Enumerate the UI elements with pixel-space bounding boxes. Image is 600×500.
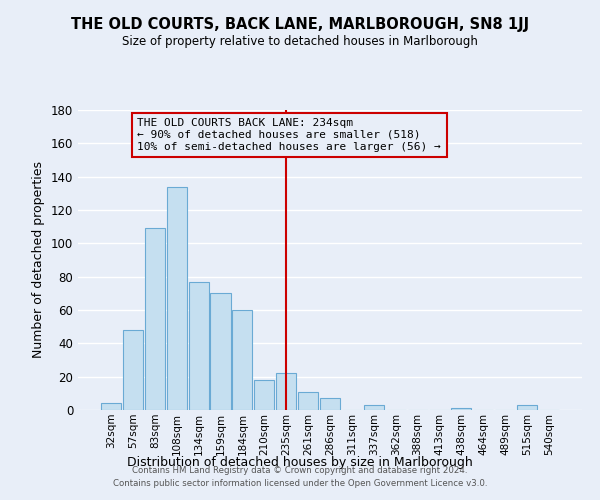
- Text: THE OLD COURTS BACK LANE: 234sqm
← 90% of detached houses are smaller (518)
10% : THE OLD COURTS BACK LANE: 234sqm ← 90% o…: [137, 118, 441, 152]
- Bar: [123, 330, 143, 410]
- Bar: [188, 282, 209, 410]
- Bar: [517, 405, 537, 410]
- Text: Contains HM Land Registry data © Crown copyright and database right 2024.
Contai: Contains HM Land Registry data © Crown c…: [113, 466, 487, 487]
- Bar: [211, 294, 230, 410]
- Bar: [364, 405, 384, 410]
- Text: Size of property relative to detached houses in Marlborough: Size of property relative to detached ho…: [122, 35, 478, 48]
- Bar: [451, 408, 472, 410]
- Bar: [145, 228, 165, 410]
- Text: THE OLD COURTS, BACK LANE, MARLBOROUGH, SN8 1JJ: THE OLD COURTS, BACK LANE, MARLBOROUGH, …: [71, 18, 529, 32]
- Bar: [101, 404, 121, 410]
- Bar: [254, 380, 274, 410]
- Text: Distribution of detached houses by size in Marlborough: Distribution of detached houses by size …: [127, 456, 473, 469]
- Bar: [276, 374, 296, 410]
- Bar: [232, 310, 253, 410]
- Y-axis label: Number of detached properties: Number of detached properties: [32, 162, 45, 358]
- Bar: [298, 392, 318, 410]
- Bar: [167, 186, 187, 410]
- Bar: [320, 398, 340, 410]
